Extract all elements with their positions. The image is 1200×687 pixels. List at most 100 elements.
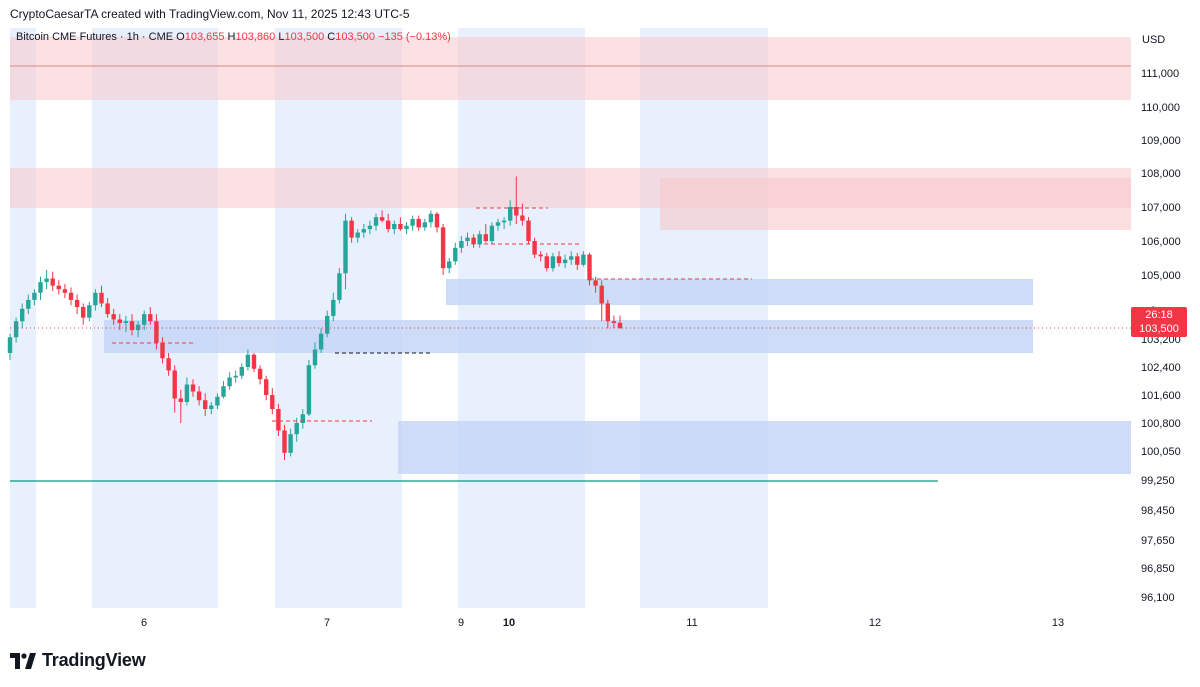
y-tick-label: 100,050 (1141, 446, 1181, 458)
candle-body (605, 303, 610, 322)
y-tick-label: 99,250 (1141, 475, 1175, 487)
candle-body (87, 305, 92, 318)
candle-body (50, 278, 55, 286)
candle-body (148, 314, 153, 322)
price-chart[interactable]: 111,000 110,000 109,000 108,000 107,000 106,0… (0, 0, 1200, 640)
legend-open-label: O (176, 31, 185, 43)
candle-body (471, 237, 476, 245)
candle-body (532, 241, 537, 255)
candle-body (56, 285, 61, 290)
candle-body (416, 218, 421, 228)
candle-body (166, 358, 171, 371)
candle-body (581, 254, 586, 265)
candle-body (68, 292, 74, 300)
supply-zone-upper (10, 37, 1131, 100)
candle-body (361, 229, 366, 233)
candle-body (386, 220, 391, 230)
candle-body (550, 256, 556, 269)
symbol-legend: Bitcoin CME Futures · 1h · CME O103,655 … (16, 31, 451, 43)
candle-body (611, 321, 617, 323)
session-band (640, 28, 768, 608)
candle-body (489, 225, 495, 241)
demand-zone-lower (398, 421, 1131, 474)
candle-body (99, 292, 104, 304)
candle-body (379, 217, 385, 221)
candle-body (526, 220, 531, 241)
candle-body (32, 292, 37, 300)
candle-body (428, 213, 434, 223)
candle-body (337, 273, 342, 300)
tradingview-logo-icon (10, 652, 36, 669)
candle-body (477, 234, 482, 245)
legend-low-label: L (278, 31, 285, 43)
candle-body (178, 398, 183, 402)
legend-close: 103,500 (335, 31, 375, 43)
price-countdown: 26:18 (1145, 309, 1173, 321)
legend-high: 103,860 (235, 31, 276, 43)
candle-body (392, 224, 397, 230)
candle-body (282, 430, 287, 453)
candle-body (483, 234, 488, 241)
candle-body (160, 342, 165, 359)
y-tick-label: 110,000 (1141, 102, 1180, 114)
candle-body (434, 213, 440, 228)
candle-body (227, 377, 232, 387)
candle-body (331, 299, 336, 316)
candle-body (367, 225, 373, 230)
candle-body (221, 386, 226, 397)
candle-body (93, 292, 98, 306)
legend-open: 103,655 (184, 31, 225, 43)
candle-body (587, 254, 592, 281)
y-tick-label: 101,600 (1141, 390, 1181, 402)
y-tick-label: 105,000 (1141, 270, 1181, 282)
candle-body (514, 207, 519, 216)
y-tick-label: 106,000 (1141, 236, 1181, 248)
y-tick-label: 109,000 (1141, 135, 1181, 147)
y-tick-label: 96,850 (1141, 563, 1175, 575)
candle-body (270, 395, 275, 409)
candle-body (501, 220, 507, 223)
candle-body (593, 280, 598, 286)
y-tick-label: 96,100 (1141, 592, 1175, 604)
candle-body (453, 247, 458, 262)
tradingview-logo[interactable]: TradingView (10, 650, 146, 671)
demand-zone-upper (446, 279, 1033, 305)
candle-body (117, 319, 122, 323)
legend-low: 103,500 (284, 31, 325, 43)
candle-body (562, 259, 568, 264)
candle-body (251, 354, 257, 369)
candle-body (264, 379, 269, 395)
candle-body (508, 207, 513, 221)
candle-body (129, 321, 135, 331)
candle-body (62, 289, 68, 293)
session-band (458, 28, 585, 608)
candle-body (556, 256, 562, 264)
legend-symbol[interactable]: Bitcoin CME Futures · 1h · CME (16, 31, 174, 43)
candle-body (410, 218, 415, 226)
candle-body (154, 321, 159, 343)
candle-body (294, 423, 299, 435)
x-tick-label: 13 (1052, 617, 1064, 629)
x-tick-label: 6 (141, 617, 147, 629)
candle-body (422, 222, 427, 228)
candle-body (349, 220, 354, 238)
candle-body (123, 321, 129, 323)
tradingview-logo-text: TradingView (42, 650, 146, 670)
y-tick-label: 97,650 (1141, 535, 1175, 547)
candle-body (617, 322, 623, 329)
candle-body (276, 409, 281, 431)
candle-body (538, 254, 543, 257)
x-tick-label: 11 (686, 617, 697, 629)
candle-body (190, 384, 196, 392)
candle-body (575, 256, 580, 265)
candle-body (239, 367, 244, 376)
candle-body (13, 321, 19, 338)
last-price-tag: 26:18 103,500 (1131, 307, 1187, 337)
candle-body (7, 337, 13, 353)
candle-body (300, 414, 305, 423)
candle-body (245, 354, 251, 367)
candle-body (142, 314, 147, 325)
candle-body (599, 285, 604, 304)
candle-body (26, 299, 31, 309)
legend-change: −135 (−0.13%) (378, 31, 451, 43)
